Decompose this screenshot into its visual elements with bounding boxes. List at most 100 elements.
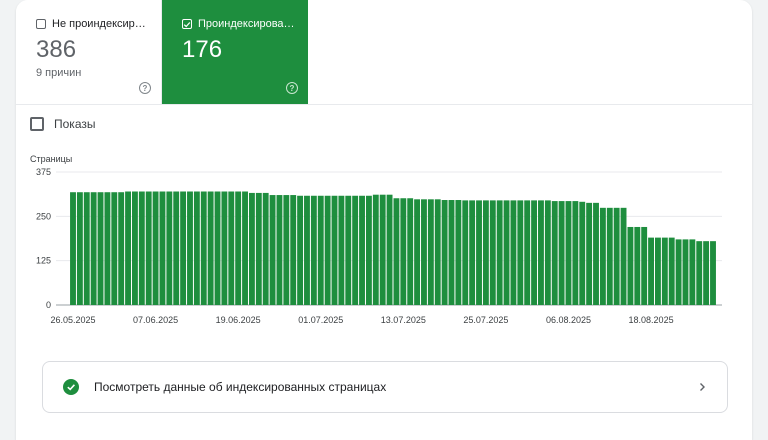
chart-bar[interactable] — [207, 191, 214, 305]
chart-bar[interactable] — [407, 198, 414, 305]
chart-bar[interactable] — [166, 191, 173, 305]
chart-bar[interactable] — [393, 198, 400, 305]
chart-bar[interactable] — [235, 191, 242, 305]
chart-bar[interactable] — [125, 191, 131, 305]
chart-bar[interactable] — [359, 195, 365, 305]
chart-bar[interactable] — [565, 201, 572, 305]
chart-bar[interactable] — [221, 191, 228, 305]
chart-bar[interactable] — [682, 239, 689, 305]
chart-bar[interactable] — [489, 200, 496, 305]
chart-bar[interactable] — [338, 195, 345, 305]
chart-bar[interactable] — [551, 201, 558, 305]
chart-bar[interactable] — [648, 237, 655, 305]
chart-bar[interactable] — [317, 195, 324, 305]
chart-bar[interactable] — [634, 226, 641, 305]
chart-bar[interactable] — [97, 192, 104, 305]
chart-bar[interactable] — [200, 191, 207, 305]
chart-bar[interactable] — [496, 200, 503, 305]
chart-bar[interactable] — [228, 191, 235, 305]
chart-bar[interactable] — [586, 202, 593, 305]
chart-bar[interactable] — [455, 200, 462, 305]
chart-bar[interactable] — [599, 207, 606, 305]
chart-bar[interactable] — [579, 201, 586, 305]
chart-bar[interactable] — [710, 241, 716, 305]
chart-bar[interactable] — [345, 195, 352, 305]
chart-bar[interactable] — [104, 192, 111, 305]
chart-bar[interactable] — [538, 200, 544, 305]
chart-bar[interactable] — [379, 194, 386, 305]
chart-bar[interactable] — [70, 192, 76, 305]
chart-bar[interactable] — [620, 207, 627, 305]
chart-bar[interactable] — [531, 200, 538, 305]
chart-bar[interactable] — [510, 200, 517, 305]
chart-bar[interactable] — [145, 191, 152, 305]
not-indexed-checkbox[interactable] — [36, 19, 46, 29]
chart-bar[interactable] — [434, 199, 441, 305]
chart-bar[interactable] — [193, 191, 200, 305]
chart-bar[interactable] — [173, 191, 180, 305]
impressions-toggle[interactable]: Показы — [30, 117, 95, 131]
chart-bar[interactable] — [90, 192, 97, 305]
chart-bar[interactable] — [703, 241, 710, 305]
chart-bar[interactable] — [593, 202, 599, 305]
impressions-checkbox[interactable] — [30, 117, 44, 131]
chart-bar[interactable] — [544, 200, 551, 305]
chart-bar[interactable] — [441, 200, 448, 305]
chart-bar[interactable] — [276, 195, 283, 305]
chart-bar[interactable] — [462, 200, 469, 305]
chart-bar[interactable] — [421, 199, 427, 305]
chart-bar[interactable] — [131, 191, 138, 305]
chart-bar[interactable] — [661, 237, 668, 305]
chart-bar[interactable] — [372, 194, 379, 305]
chart-bar[interactable] — [524, 200, 531, 305]
chart-bar[interactable] — [572, 201, 579, 305]
chart-bar[interactable] — [290, 195, 297, 305]
chart-bar[interactable] — [324, 195, 331, 305]
chart-bar[interactable] — [248, 192, 255, 305]
chart-bar[interactable] — [675, 239, 682, 305]
chart-bar[interactable] — [283, 195, 290, 305]
chart-bar[interactable] — [262, 192, 269, 305]
chart-bar[interactable] — [668, 237, 675, 305]
chart-bar[interactable] — [448, 200, 455, 305]
chart-bar[interactable] — [304, 195, 310, 305]
chart-bar[interactable] — [627, 226, 634, 305]
chart-bar[interactable] — [352, 195, 359, 305]
chart-bar[interactable] — [269, 195, 276, 305]
tile-indexed[interactable]: Проиндексирова… 176 ? — [162, 0, 308, 104]
chart-bar[interactable] — [365, 195, 372, 305]
chart-bar[interactable] — [414, 199, 421, 305]
chart-bar[interactable] — [641, 226, 648, 305]
view-indexed-pages-link[interactable]: Посмотреть данные об индексированных стр… — [42, 361, 728, 413]
chart-bar[interactable] — [655, 237, 661, 305]
chart-bar[interactable] — [180, 191, 187, 305]
help-icon[interactable]: ? — [139, 82, 151, 94]
chart-bar[interactable] — [503, 200, 510, 305]
chart-bar[interactable] — [214, 191, 221, 305]
chart-bar[interactable] — [606, 207, 613, 305]
chart-bar[interactable] — [118, 192, 125, 305]
chart-bar[interactable] — [482, 200, 489, 305]
chart-bar[interactable] — [138, 191, 145, 305]
chart-bar[interactable] — [76, 192, 83, 305]
chart-bar[interactable] — [386, 194, 393, 305]
chart-bar[interactable] — [558, 201, 565, 305]
chart-bar[interactable] — [696, 241, 703, 305]
help-icon[interactable]: ? — [286, 82, 298, 94]
chart-bar[interactable] — [152, 191, 159, 305]
chart-bar[interactable] — [517, 200, 524, 305]
chart-bar[interactable] — [331, 195, 338, 305]
tile-not-indexed[interactable]: Не проиндексир… 386 9 причин ? — [16, 0, 162, 104]
chart-bar[interactable] — [297, 195, 304, 305]
chart-bar[interactable] — [242, 191, 248, 305]
chart-bar[interactable] — [400, 198, 407, 305]
chart-bar[interactable] — [111, 192, 118, 305]
chart-bar[interactable] — [187, 191, 193, 305]
chart-bar[interactable] — [159, 191, 166, 305]
chart-bar[interactable] — [83, 192, 90, 305]
chart-bar[interactable] — [469, 200, 476, 305]
chart-bar[interactable] — [613, 207, 620, 305]
chart-bar[interactable] — [427, 199, 434, 305]
chart-bar[interactable] — [310, 195, 317, 305]
chart-bar[interactable] — [689, 239, 696, 305]
